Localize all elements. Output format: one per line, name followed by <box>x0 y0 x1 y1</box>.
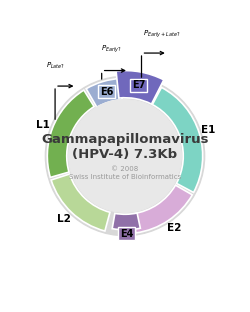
Text: Swiss Institute of Bioinformatics: Swiss Institute of Bioinformatics <box>69 174 181 180</box>
Wedge shape <box>116 71 164 104</box>
Circle shape <box>45 76 205 236</box>
Wedge shape <box>47 90 94 178</box>
Text: (HPV-4) 7.3Kb: (HPV-4) 7.3Kb <box>72 148 178 161</box>
Text: E2: E2 <box>167 223 181 233</box>
Text: E4: E4 <box>120 229 133 239</box>
Text: E7: E7 <box>132 80 145 90</box>
Text: $P_{Early?}$: $P_{Early?}$ <box>101 43 122 55</box>
Text: Gammapapillomavirus: Gammapapillomavirus <box>41 133 209 146</box>
Text: $P_{Late?}$: $P_{Late?}$ <box>46 60 65 71</box>
Text: E1: E1 <box>202 125 216 135</box>
Wedge shape <box>86 78 122 107</box>
Text: $P_{Early + Late?}$: $P_{Early + Late?}$ <box>143 29 181 41</box>
Wedge shape <box>51 174 110 231</box>
Text: E6: E6 <box>100 87 113 97</box>
Text: L2: L2 <box>57 214 71 224</box>
Wedge shape <box>133 185 192 233</box>
Circle shape <box>69 100 181 212</box>
Text: © 2008: © 2008 <box>112 166 138 172</box>
Wedge shape <box>152 87 203 193</box>
Wedge shape <box>112 213 140 230</box>
Text: L1: L1 <box>36 120 50 130</box>
